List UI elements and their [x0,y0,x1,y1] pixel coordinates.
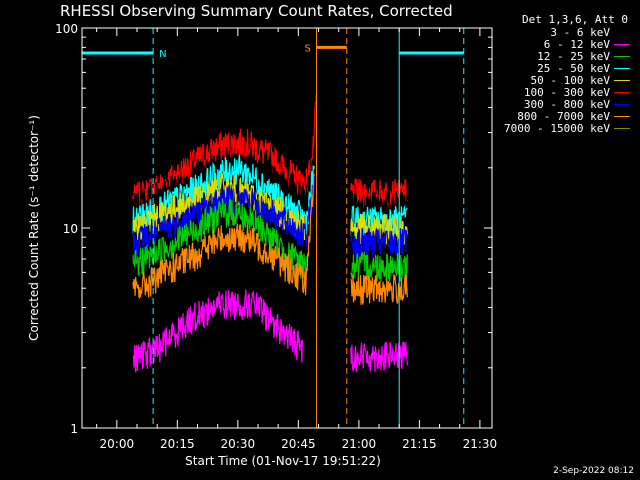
legend-swatch [614,115,630,117]
series-line-7-1 [350,341,408,373]
x-tick-label: 21:15 [402,437,437,451]
legend: Det 1,3,6, Att 0 3 - 6 keV 6 - 12 keV 12 -… [486,13,630,135]
legend-title: Det 1,3,6, Att 0 [522,13,628,26]
series-line-4-1 [350,226,408,259]
legend-label: 12 - 25 keV [537,49,610,63]
legend-label: 3 - 6 keV [550,25,610,39]
legend-swatch [614,31,630,33]
series-line-7-0 [132,289,303,373]
legend-label: 100 - 300 keV [523,85,610,99]
x-tick-label: 21:00 [342,437,377,451]
x-tick-label: 20:30 [221,437,256,451]
y-tick-label: 10 [63,222,78,236]
series-line-3-1 [350,213,408,245]
series-line-1-1 [350,191,408,222]
legend-entry: 50 - 100 keV [486,73,630,87]
series-line-5-0 [132,198,307,279]
series-line-5-1 [350,251,408,282]
x-tick-label: 21:30 [463,437,498,451]
legend-entry: 300 - 800 keV [486,97,630,111]
y-tick-label: 100 [55,22,78,36]
band-label-0: N [159,49,166,60]
legend-swatch [614,67,630,69]
band-label-1: S [305,43,311,54]
timestamp: 2-Sep-2022 08:12 [553,466,634,476]
legend-swatch [614,127,630,129]
legend-entry: 6 - 12 keV [486,37,630,51]
legend-swatch [614,43,630,45]
legend-entry: 800 - 7000 keV [486,109,630,123]
legend-entry: 3 - 6 keV [486,25,630,39]
legend-label: 300 - 800 keV [523,97,610,111]
x-axis-label: Start Time (01-Nov-17 19:51:22) [185,454,381,468]
legend-label: 6 - 12 keV [543,37,610,51]
chart-title: RHESSI Observing Summary Count Rates, Co… [60,2,453,20]
x-tick-label: 20:45 [281,437,316,451]
legend-label: 800 - 7000 keV [517,109,610,123]
legend-entry: 25 - 50 keV [486,61,630,75]
legend-swatch [614,91,630,93]
x-tick-label: 20:00 [100,437,135,451]
legend-swatch [614,55,630,57]
series-line-4-0 [132,174,315,257]
legend-swatch [614,79,630,81]
legend-entry: 12 - 25 keV [486,49,630,63]
legend-entry: 100 - 300 keV [486,85,630,99]
y-tick-label: 1 [70,422,78,436]
series-line-6-1 [350,274,408,305]
legend-swatch [614,103,630,105]
legend-entry: 7000 - 15000 keV [486,121,630,135]
legend-label: 50 - 100 keV [530,73,610,87]
legend-label: 7000 - 15000 keV [504,121,610,135]
series-line-6-0 [132,173,315,299]
legend-label: 25 - 50 keV [537,61,610,75]
y-axis-label: Corrected Count Rate (s⁻¹ detector⁻¹) [27,115,41,341]
x-tick-label: 20:15 [160,437,195,451]
